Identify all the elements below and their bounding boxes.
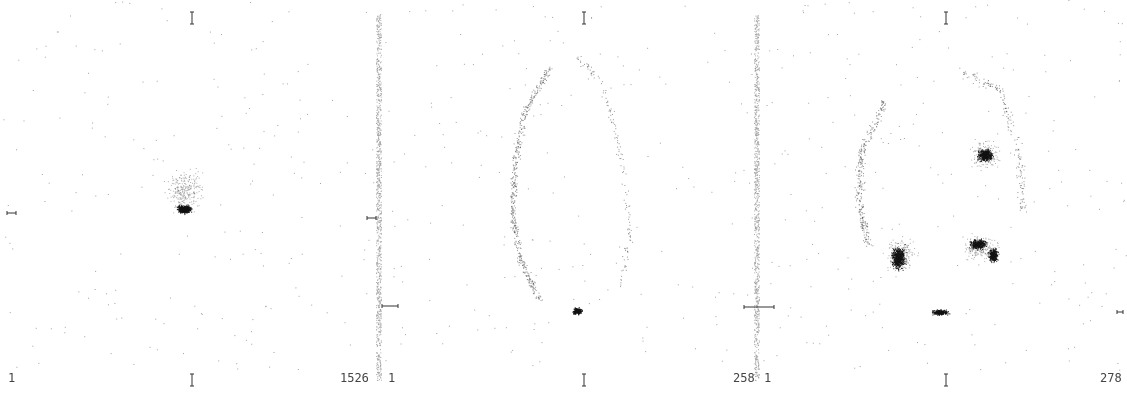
panel-divider-2: [754, 15, 760, 381]
panel-3-max-label: 278: [1100, 371, 1122, 385]
position-markers: [6, 11, 1124, 387]
panel-1-min-label: 1: [8, 371, 16, 385]
scan-panel-3: [763, 0, 1127, 371]
panel-1-max-label: 1526: [340, 371, 369, 385]
scan-panel-2: [385, 4, 754, 367]
panel-2-max-label: 258: [733, 371, 755, 385]
panel-divider-1: [376, 14, 382, 381]
panel-3-min-label: 1: [764, 371, 772, 385]
panel-2-min-label: 1: [388, 371, 396, 385]
scan-panel-1: [3, 1, 375, 370]
